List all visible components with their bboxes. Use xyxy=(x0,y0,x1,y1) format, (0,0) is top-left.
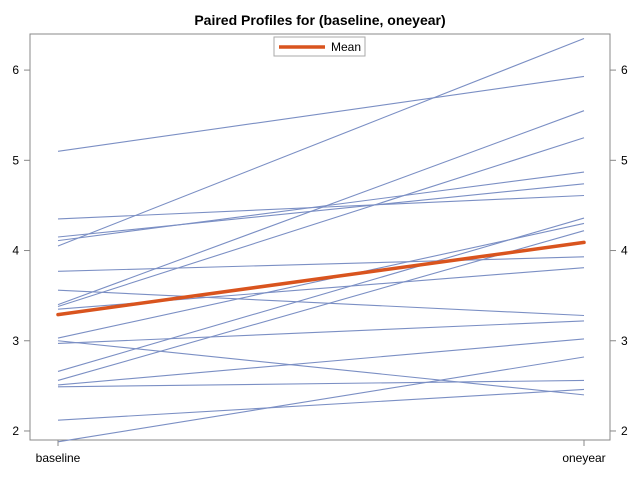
mean-line-layer xyxy=(56,240,586,317)
y-tick-label-left: 5 xyxy=(12,153,19,167)
profile-line-13 xyxy=(57,320,585,345)
profile-line-18 xyxy=(57,388,585,421)
profile-lines xyxy=(57,37,585,443)
profile-line-17 xyxy=(57,379,585,388)
x-tick-label-oneyear: oneyear xyxy=(562,451,605,465)
axes: 2 2 3 3 4 4 5 5 6 6 baseline oneyear xyxy=(12,63,628,465)
profile-line-8 xyxy=(57,110,585,306)
profile-line-6 xyxy=(57,256,585,272)
y-tick-label-left: 6 xyxy=(12,63,19,77)
profile-line-7 xyxy=(57,289,585,317)
profile-line-11 xyxy=(57,222,585,339)
y-tick-label-right: 2 xyxy=(621,424,628,438)
profile-line-2 xyxy=(57,37,585,247)
profile-line-16 xyxy=(57,338,585,386)
profile-line-4 xyxy=(57,183,585,238)
chart-title: Paired Profiles for (baseline, oneyear) xyxy=(194,12,445,28)
y-tick-label-left: 4 xyxy=(12,244,19,258)
plot-frame xyxy=(29,33,611,441)
profile-line-19 xyxy=(57,356,585,443)
x-tick-label-baseline: baseline xyxy=(36,451,81,465)
profile-line-1 xyxy=(57,75,585,152)
legend-mean-label: Mean xyxy=(331,40,361,54)
legend: Mean xyxy=(273,36,366,57)
profile-line-12 xyxy=(57,340,585,396)
y-tick-label-right: 3 xyxy=(621,334,628,348)
profile-line-5 xyxy=(57,171,585,242)
y-tick-label-right: 5 xyxy=(621,153,628,167)
y-tick-label-right: 4 xyxy=(621,244,628,258)
y-tick-label-right: 6 xyxy=(621,63,628,77)
profile-line-9 xyxy=(57,137,585,307)
profile-line-14 xyxy=(57,217,585,372)
y-tick-label-left: 2 xyxy=(12,424,19,438)
y-tick-label-left: 3 xyxy=(12,334,19,348)
mean-line xyxy=(56,240,586,317)
